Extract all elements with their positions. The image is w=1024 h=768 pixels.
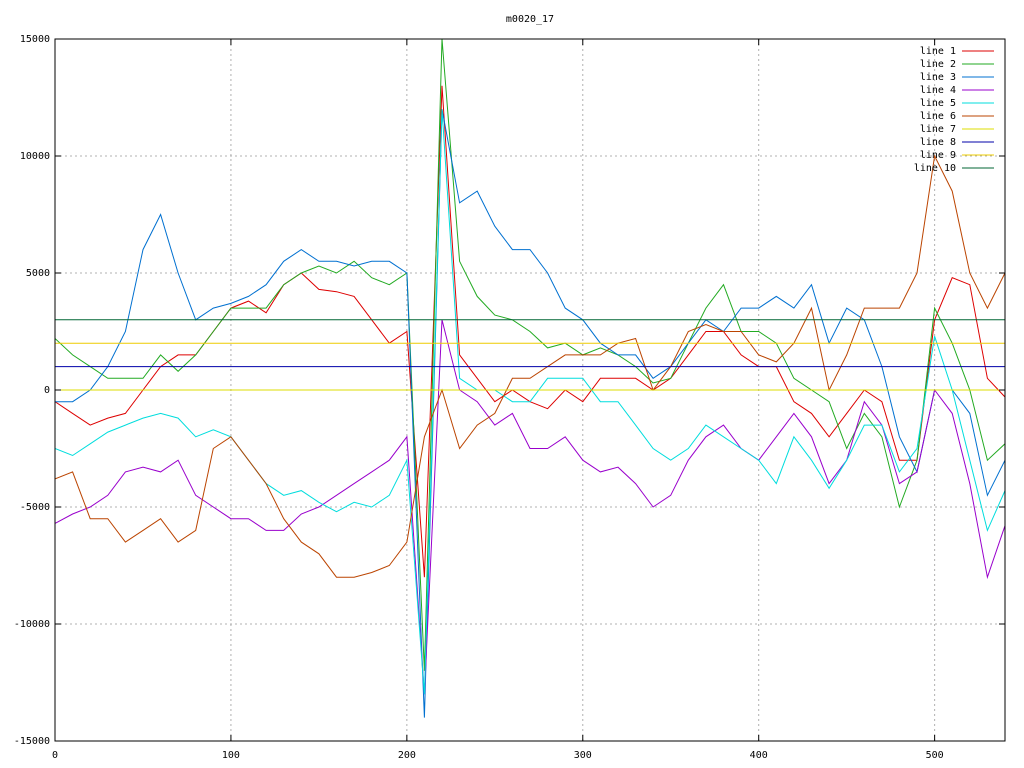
legend-label: line 10 <box>914 163 956 174</box>
y-tick-label: -10000 <box>14 619 50 630</box>
x-tick-label: 100 <box>222 750 240 761</box>
y-tick-label: 10000 <box>20 151 50 162</box>
legend-label: line 9 <box>920 150 956 161</box>
chart-title: m0020_17 <box>506 14 554 25</box>
x-tick-label: 500 <box>926 750 944 761</box>
legend-label: line 2 <box>920 59 956 70</box>
y-tick-label: 15000 <box>20 34 50 45</box>
legend-label: line 5 <box>920 98 956 109</box>
series-line <box>55 109 1005 695</box>
x-tick-label: 0 <box>52 750 58 761</box>
legend-label: line 3 <box>920 72 956 83</box>
x-tick-label: 300 <box>574 750 592 761</box>
legend-label: line 7 <box>920 124 956 135</box>
series-line <box>55 109 1005 718</box>
series-line <box>55 39 1005 671</box>
legend-label: line 6 <box>920 111 956 122</box>
legend: line 1 line 2 line 3 line 4 line 5 line 6 line… <box>914 46 994 174</box>
legend-label: line 8 <box>920 137 956 148</box>
x-tick-label: 400 <box>750 750 768 761</box>
x-tick-label: 200 <box>398 750 416 761</box>
plot-lines <box>55 39 1005 718</box>
y-tick-label: -15000 <box>14 736 50 747</box>
series-line <box>55 154 1005 578</box>
legend-label: line 1 <box>920 46 956 57</box>
y-tick-label: 5000 <box>26 268 50 279</box>
y-tick-label: 0 <box>44 385 50 396</box>
legend-label: line 4 <box>920 85 956 96</box>
y-tick-label: -5000 <box>20 502 50 513</box>
